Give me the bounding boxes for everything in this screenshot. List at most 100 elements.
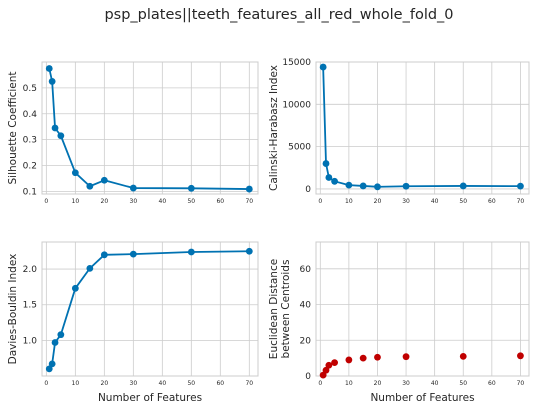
data-point bbox=[331, 359, 338, 366]
chart-panel-bottom-right: 0 10 20 30 40 50 60 70 0 20 40 60 Euclidean Distance… bbox=[268, 241, 530, 404]
data-point bbox=[57, 331, 65, 339]
x-tick-label: 10 bbox=[345, 198, 353, 205]
plot-area bbox=[316, 242, 529, 376]
data-point bbox=[245, 185, 253, 193]
x-tick-label: 0 bbox=[318, 380, 322, 387]
chart-panel-bottom-left: 0 10 20 30 40 50 60 70 1.0 1.5 2.0 Davies-Bouldin I… bbox=[7, 241, 259, 404]
x-tick-label: 20 bbox=[101, 380, 109, 387]
data-point bbox=[359, 354, 367, 362]
figure-title: psp_plates||teeth_features_all_red_whole… bbox=[104, 7, 453, 23]
x-tick-label: 40 bbox=[431, 198, 439, 205]
x-tick-label: 20 bbox=[374, 380, 382, 387]
data-point bbox=[325, 174, 333, 181]
y-tick-label: 0 bbox=[305, 185, 311, 195]
data-point bbox=[187, 248, 195, 256]
y-tick-label: 40 bbox=[300, 301, 312, 311]
series-line bbox=[322, 67, 521, 188]
y-tick-label: 15000 bbox=[282, 58, 311, 68]
data-point bbox=[374, 183, 381, 191]
plot-area bbox=[42, 242, 258, 376]
x-tick-label: 70 bbox=[517, 380, 525, 387]
y-tick-label: 0.2 bbox=[23, 162, 37, 172]
x-tick-label: 0 bbox=[44, 380, 48, 387]
data-point bbox=[374, 353, 381, 361]
data-point bbox=[345, 181, 353, 189]
x-tick-label: 30 bbox=[130, 380, 138, 387]
data-point bbox=[48, 360, 56, 368]
x-tick-label: 50 bbox=[459, 198, 467, 205]
chart-panel-top-right: 0 10 20 30 40 50 60 70 0 5000 10000 15000Calinski-H… bbox=[268, 58, 530, 205]
data-point bbox=[319, 63, 327, 71]
series-line bbox=[48, 68, 250, 190]
data-point bbox=[86, 182, 94, 190]
plot-frame bbox=[315, 61, 530, 195]
chart-panel-top-left: 0 10 20 30 40 50 60 70 0.1 0.2 0.3 0.4 0.5 Silhouette… bbox=[7, 61, 259, 205]
data-point bbox=[45, 365, 53, 373]
x-axis-label: Number of Features bbox=[98, 392, 202, 404]
data-point bbox=[71, 284, 79, 292]
x-tick-label: 60 bbox=[488, 380, 496, 387]
x-tick-label: 60 bbox=[216, 380, 224, 387]
x-tick-label: 50 bbox=[187, 380, 195, 387]
x-tick-label: 70 bbox=[245, 380, 253, 387]
data-point bbox=[129, 184, 137, 192]
y-tick-label: 60 bbox=[300, 265, 312, 275]
data-point bbox=[517, 352, 524, 360]
data-point bbox=[71, 169, 79, 177]
y-tick-label: 0.1 bbox=[23, 187, 37, 197]
data-point bbox=[100, 176, 108, 184]
x-tick-label: 60 bbox=[488, 198, 496, 205]
x-tick-label: 30 bbox=[130, 198, 138, 205]
y-tick-label: 0.5 bbox=[23, 84, 37, 94]
data-point bbox=[402, 182, 410, 190]
data-point bbox=[245, 247, 253, 255]
data-point bbox=[45, 65, 53, 72]
data-point bbox=[57, 132, 65, 140]
x-tick-label: 0 bbox=[44, 198, 48, 205]
x-tick-label: 20 bbox=[101, 198, 109, 205]
x-tick-label: 50 bbox=[459, 380, 467, 387]
y-axis-label: Calinski-Harabasz Index bbox=[268, 65, 280, 191]
plot-frame bbox=[41, 241, 259, 377]
plot-area bbox=[316, 62, 529, 194]
data-point bbox=[322, 160, 330, 167]
x-tick-label: 50 bbox=[187, 198, 195, 205]
x-tick-label: 40 bbox=[159, 380, 167, 387]
plot-frame bbox=[315, 241, 530, 377]
data-point bbox=[331, 177, 338, 185]
x-tick-label: 0 bbox=[318, 198, 322, 205]
y-tick-label: 0.4 bbox=[23, 110, 38, 120]
data-point bbox=[345, 356, 353, 364]
plot-frame bbox=[41, 61, 259, 195]
y-tick-label: 20 bbox=[300, 336, 312, 346]
x-tick-label: 10 bbox=[72, 198, 80, 205]
y-axis-label: Silhouette Coefficient bbox=[7, 71, 19, 184]
x-axis-label: Number of Features bbox=[370, 392, 474, 404]
y-axis-label: Davies-Bouldin Index bbox=[7, 254, 19, 365]
y-tick-label: 1.5 bbox=[23, 301, 37, 311]
data-point bbox=[459, 352, 467, 360]
data-point bbox=[86, 264, 94, 272]
data-point bbox=[325, 361, 333, 369]
data-point bbox=[100, 251, 108, 259]
y-tick-label: 5000 bbox=[288, 143, 311, 153]
x-tick-label: 40 bbox=[159, 198, 167, 205]
data-point bbox=[51, 339, 59, 346]
x-tick-label: 70 bbox=[245, 198, 253, 205]
data-point bbox=[187, 184, 195, 192]
y-tick-label: 0.3 bbox=[23, 136, 37, 146]
y-tick-label: 10000 bbox=[282, 100, 311, 110]
y-tick-label: 0 bbox=[305, 372, 311, 382]
data-point bbox=[459, 182, 467, 190]
x-tick-label: 70 bbox=[517, 198, 525, 205]
x-tick-label: 10 bbox=[72, 380, 80, 387]
x-tick-label: 30 bbox=[402, 380, 410, 387]
data-point bbox=[359, 182, 367, 190]
x-tick-label: 40 bbox=[431, 380, 439, 387]
x-tick-label: 20 bbox=[374, 198, 382, 205]
data-point bbox=[517, 182, 524, 190]
x-tick-label: 10 bbox=[345, 380, 353, 387]
y-axis-label: Euclidean Distance bbox=[268, 259, 280, 359]
data-point bbox=[48, 78, 56, 85]
